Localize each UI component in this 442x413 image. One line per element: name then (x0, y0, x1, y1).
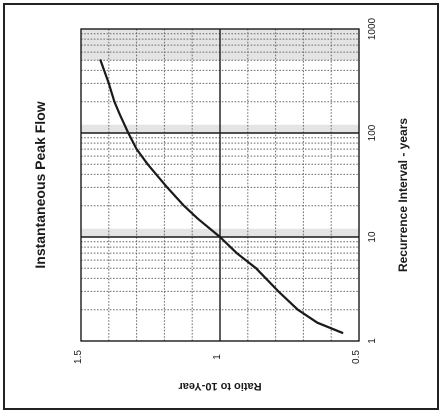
chart-title: Instantaneous Peak Flow (32, 101, 48, 268)
y-axis-label: Ratio to 10-Year (178, 380, 262, 392)
y-tick-label: 1.5 (73, 350, 84, 364)
plot-border (80, 28, 360, 342)
x-tick-label: 100 (367, 124, 378, 141)
y-tick-label: 1 (212, 354, 223, 360)
y-tick-label: 0.5 (351, 350, 362, 364)
chart: 1 10 100 1000 1.5 1 0.5 Instantaneous Peak Flow… (32, 17, 410, 392)
x-axis-label: Recurrence Interval - years (396, 118, 410, 272)
chart-frame: 1 10 100 1000 1.5 1 0.5 Instantaneous Peak Flow… (3, 3, 439, 410)
x-tick-label: 1 (367, 338, 378, 344)
series-line (99, 59, 344, 334)
x-tick-label: 10 (367, 231, 378, 243)
x-tick-label: 1000 (367, 17, 378, 40)
